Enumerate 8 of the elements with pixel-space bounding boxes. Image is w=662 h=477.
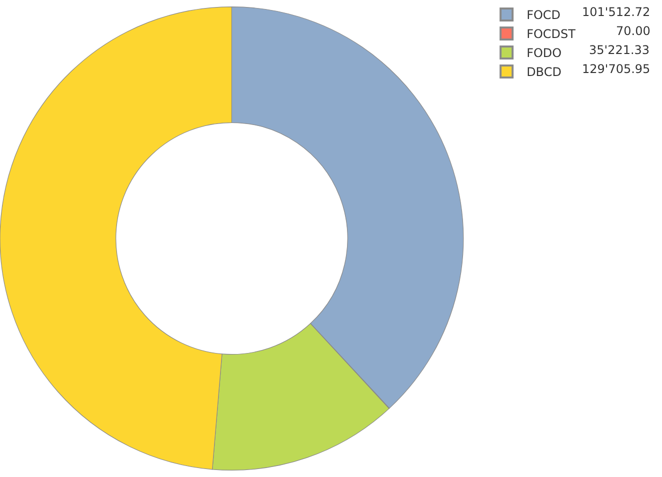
legend-label: FOCDST [526, 27, 576, 42]
legend-label: FODO [526, 46, 562, 60]
legend-label: FOCD [526, 8, 561, 22]
data-label: 129'705.95 [582, 62, 650, 76]
legend-label: DBCD [526, 65, 562, 80]
data-label: 70.00 [616, 24, 650, 38]
data-label: 35'221.33 [589, 43, 650, 57]
data-label: 101'512.72 [582, 5, 650, 19]
